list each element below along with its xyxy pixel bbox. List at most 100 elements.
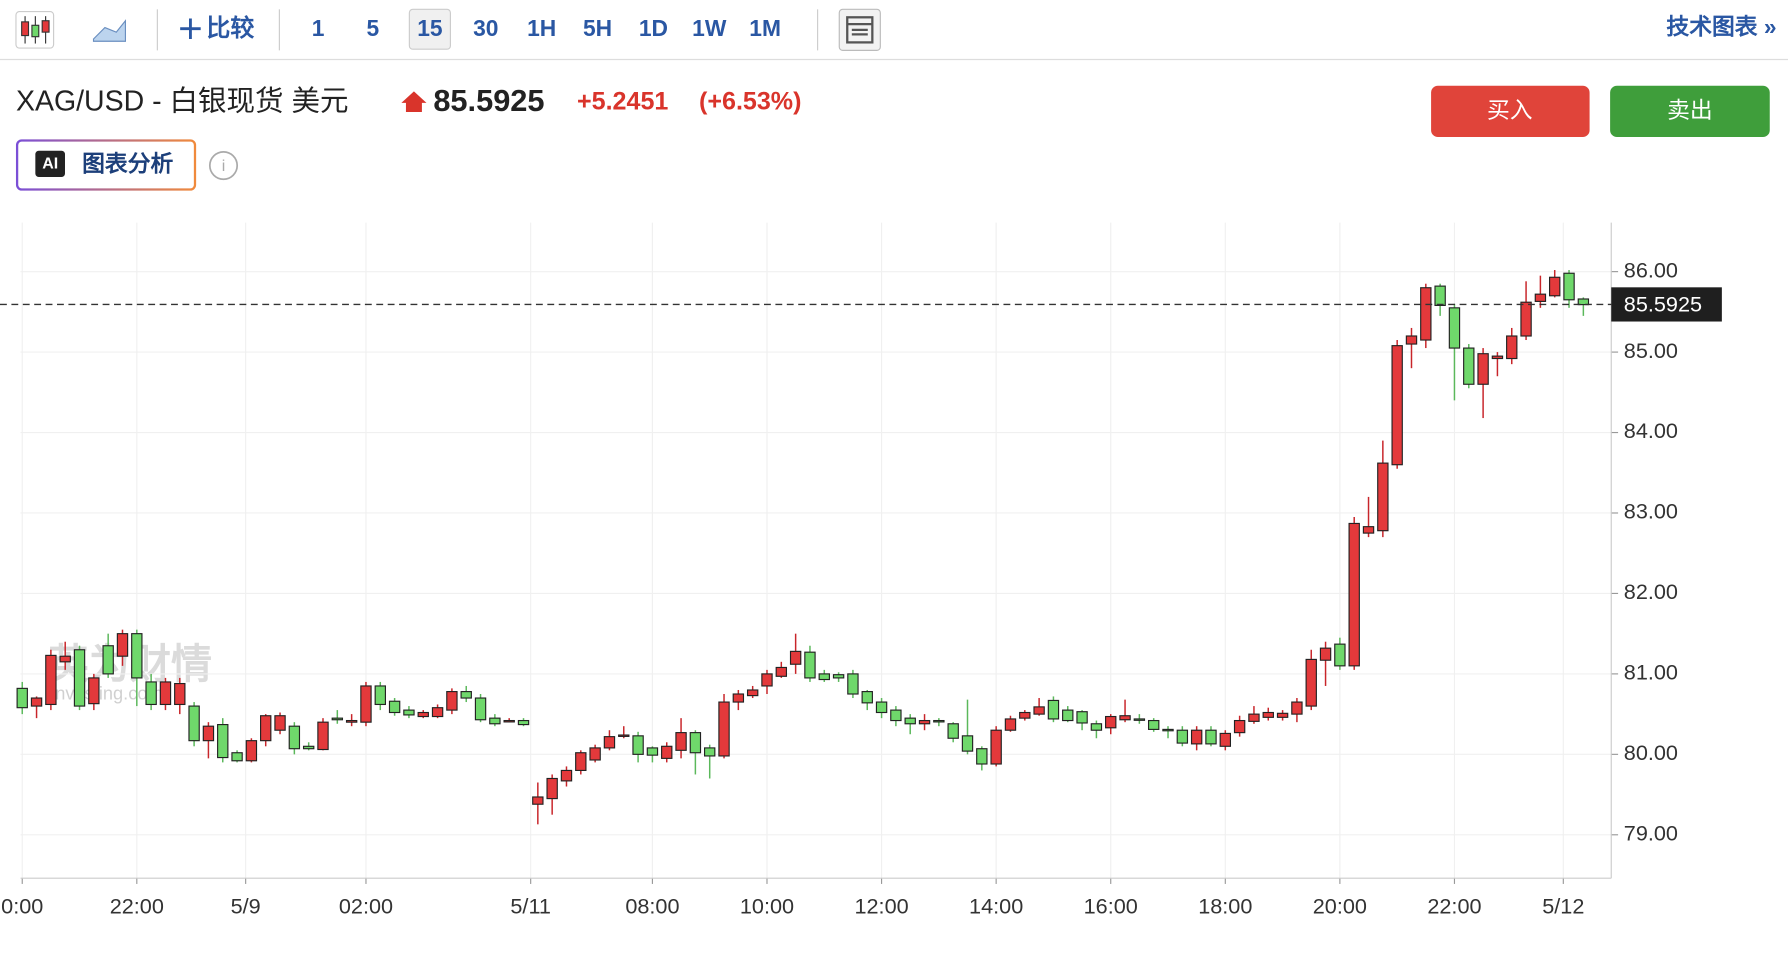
symbol-title: XAG/USD - 白银现货 美元 xyxy=(16,85,349,117)
candle-body xyxy=(231,752,243,762)
candle-body xyxy=(1276,712,1289,718)
interval-button[interactable]: 1 xyxy=(312,15,325,41)
candle-body xyxy=(1105,715,1117,729)
candle-body xyxy=(202,725,215,742)
ai-analysis-button[interactable]: AI 图表分析 xyxy=(15,139,197,191)
candle-body xyxy=(116,633,129,657)
y-tick-label: 81.00 xyxy=(1624,660,1678,685)
interval-button[interactable]: 5H xyxy=(583,15,612,41)
y-tick-label: 85.00 xyxy=(1624,338,1678,363)
x-tick-label: 02:00 xyxy=(339,894,393,919)
candle-body xyxy=(1219,732,1232,747)
interval-button[interactable]: 1H xyxy=(527,15,556,41)
candle-body xyxy=(288,725,301,750)
candle-body xyxy=(317,721,329,751)
x-tick-label: 5/11 xyxy=(510,894,551,919)
candle-body xyxy=(632,735,644,755)
interval-button[interactable]: 30 xyxy=(473,15,498,41)
interval-button[interactable]: 1D xyxy=(639,15,668,41)
candle-body xyxy=(804,651,816,679)
candle-body xyxy=(847,673,859,695)
candle-body xyxy=(646,747,659,756)
candle-body xyxy=(503,719,515,723)
watermark: 英为财情 xyxy=(48,641,212,687)
x-tick-label: 10:00 xyxy=(740,894,794,919)
candle-icon[interactable] xyxy=(15,11,55,49)
candle-body xyxy=(274,715,286,731)
candle-body xyxy=(746,689,759,697)
candle-body xyxy=(1319,647,1332,661)
candle-body xyxy=(1348,522,1360,667)
active-interval-box xyxy=(408,8,451,50)
candle-body xyxy=(1133,718,1146,721)
candle-body xyxy=(990,729,1002,765)
candle-body xyxy=(331,717,344,721)
candle-body xyxy=(45,654,57,706)
candle-body xyxy=(59,655,71,663)
layout-icon[interactable] xyxy=(838,8,881,51)
candle-body xyxy=(1491,355,1504,360)
candle-body xyxy=(1233,719,1246,734)
candle-body xyxy=(1391,345,1403,466)
x-tick-label: 08:00 xyxy=(625,894,679,919)
candle-body xyxy=(174,682,186,706)
candle-body xyxy=(904,717,916,725)
x-tick-label: 22:00 xyxy=(110,894,164,919)
candle-body xyxy=(918,719,931,725)
x-tick-label: 18:00 xyxy=(1198,894,1252,919)
candle-body xyxy=(1248,713,1260,722)
candle-body xyxy=(603,736,616,749)
info-icon[interactable]: i xyxy=(208,151,239,181)
candle-body xyxy=(1563,272,1575,301)
y-tick-label: 82.00 xyxy=(1624,579,1678,604)
interval-button[interactable]: 1W xyxy=(692,15,727,41)
ai-badge: AI xyxy=(42,156,58,173)
tech-chart-link[interactable]: 技术图表 » xyxy=(1666,14,1776,40)
buy-button[interactable]: 买入 xyxy=(1431,85,1590,138)
candle-body xyxy=(775,666,788,677)
candle-body xyxy=(1162,728,1174,732)
candle-body xyxy=(1549,276,1561,297)
candle-body xyxy=(818,673,830,681)
candle-body xyxy=(1119,715,1131,721)
x-tick-label: 5/9 xyxy=(231,894,261,919)
interval-button[interactable]: 1M xyxy=(749,15,781,41)
x-tick-label: 0:00 xyxy=(1,894,43,919)
candle-body xyxy=(1176,729,1189,744)
price: 85.5925 xyxy=(433,83,544,118)
candle-body xyxy=(474,697,487,721)
candle-body xyxy=(961,735,974,752)
candle-body xyxy=(1334,643,1346,667)
y-tick-label: 83.00 xyxy=(1624,499,1678,524)
sell-button[interactable]: 卖出 xyxy=(1610,85,1770,138)
candle-body xyxy=(890,709,902,722)
last-price-box xyxy=(1611,287,1722,322)
y-tick-label: 80.00 xyxy=(1624,740,1678,765)
candle-body xyxy=(73,649,86,707)
candle-body xyxy=(1534,293,1547,302)
change-pct: (+6.53%) xyxy=(699,87,801,115)
candle-body xyxy=(661,745,673,759)
candle-body xyxy=(1004,718,1017,731)
candle-body xyxy=(832,674,845,679)
x-tick-label: 16:00 xyxy=(1084,894,1138,919)
candle-body xyxy=(560,769,573,782)
x-tick-label: 22:00 xyxy=(1427,894,1481,919)
compare-button[interactable]: 比较 xyxy=(180,14,254,42)
candle-body xyxy=(217,724,229,759)
candle-body xyxy=(718,701,730,757)
candle-body xyxy=(102,645,114,675)
x-tick-label: 20:00 xyxy=(1313,894,1367,919)
candle-body xyxy=(1448,307,1461,349)
interval-button[interactable]: 5 xyxy=(367,15,380,41)
interval-button[interactable]: 15 xyxy=(417,15,443,41)
candle-body xyxy=(1463,347,1475,385)
candle-body xyxy=(446,691,458,711)
candle-body xyxy=(417,711,429,718)
candle-body xyxy=(532,796,544,805)
candle-body xyxy=(1520,301,1532,337)
area-icon[interactable] xyxy=(92,19,127,42)
candle-body xyxy=(388,700,401,714)
up-arrow xyxy=(401,91,427,112)
